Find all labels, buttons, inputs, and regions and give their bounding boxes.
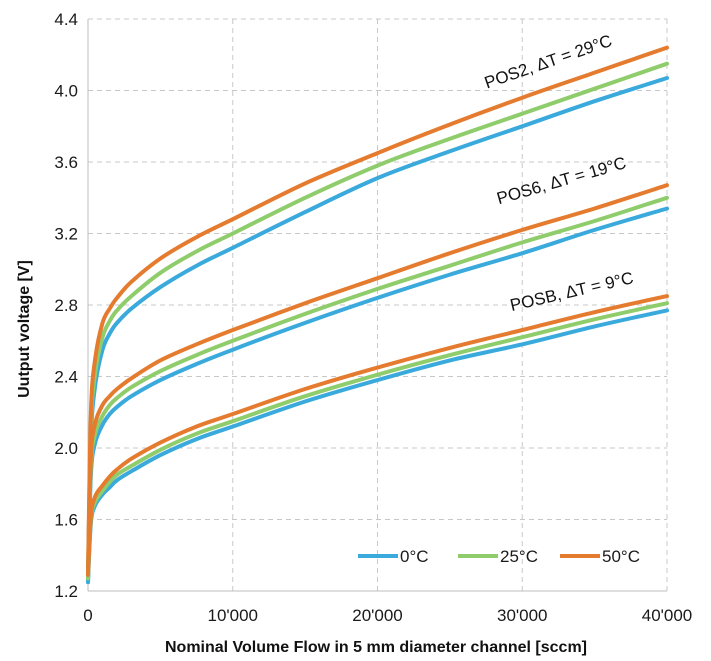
legend: 0°C 25°C 50°C xyxy=(358,547,640,566)
y-tick-label: 3.6 xyxy=(54,153,78,172)
x-tick-label: 30'000 xyxy=(497,606,548,625)
curve-group-annotation: POS2, ΔT = 29°C xyxy=(482,31,615,92)
x-tick-label: 40'000 xyxy=(642,606,693,625)
legend-label: 0°C xyxy=(400,547,429,566)
y-tick-label: 1.2 xyxy=(54,582,78,601)
y-tick-label: 2.0 xyxy=(54,439,78,458)
y-tick-label: 2.4 xyxy=(54,368,78,387)
x-tick-label: 0 xyxy=(83,606,92,625)
y-tick-label: 4.4 xyxy=(54,10,78,29)
legend-label: 25°C xyxy=(500,547,538,566)
y-tick-label: 1.6 xyxy=(54,511,78,530)
x-tick-label: 20'000 xyxy=(352,606,403,625)
y-tick-label: 3.2 xyxy=(54,225,78,244)
x-axis-title: Nominal Volume Flow in 5 mm diameter cha… xyxy=(165,639,587,656)
x-tick-label: 10'000 xyxy=(207,606,258,625)
y-axis-title: Uutput voltage [V] xyxy=(16,260,33,398)
curve-group-annotation: POS6, ΔT = 19°C xyxy=(495,153,629,208)
legend-label: 50°C xyxy=(602,547,640,566)
y-tick-label: 2.8 xyxy=(54,296,78,315)
y-tick-label: 4.0 xyxy=(54,82,78,101)
